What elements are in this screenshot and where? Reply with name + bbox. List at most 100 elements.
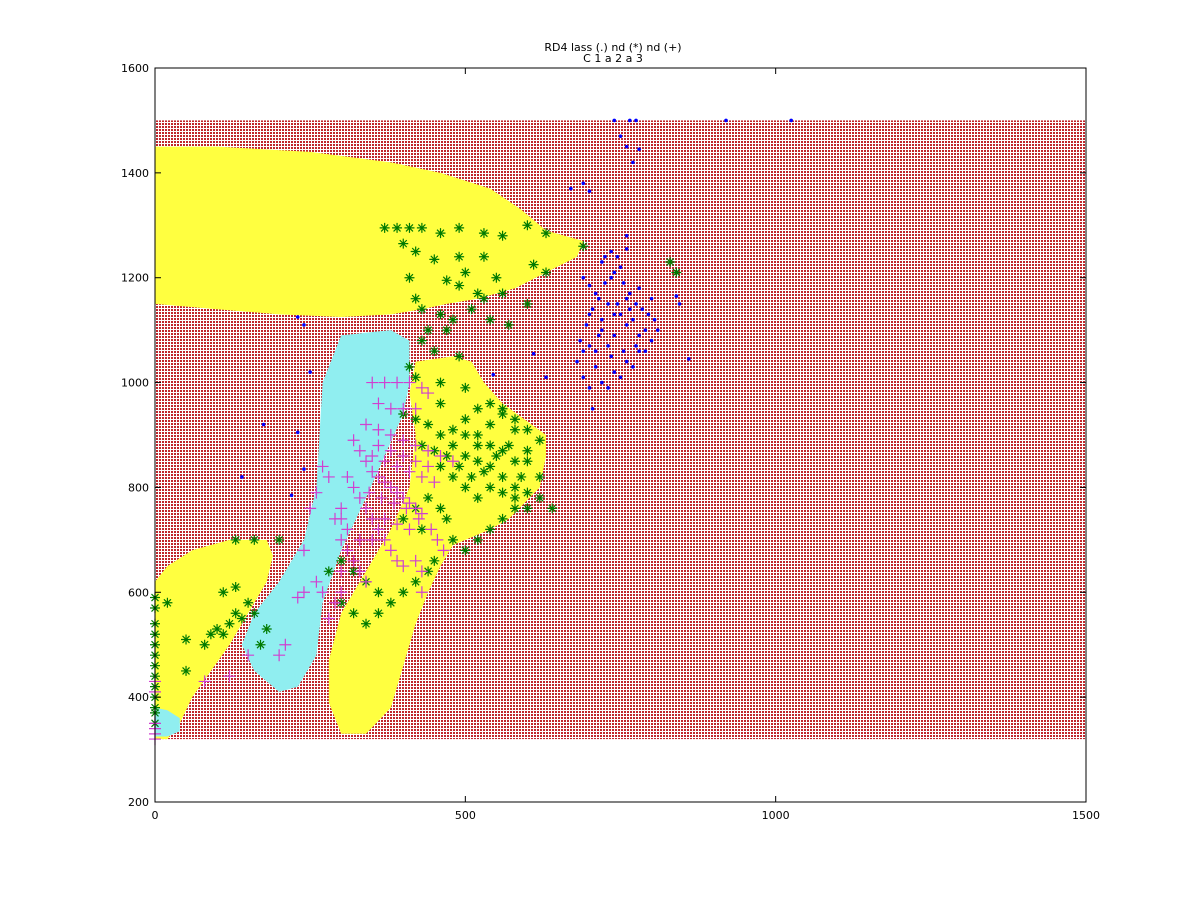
point-s0-73 <box>593 365 598 369</box>
point-s1-16 <box>491 272 502 283</box>
point-s1-138 <box>199 639 210 650</box>
point-s2-2 <box>391 376 404 389</box>
point-s1-1 <box>392 222 403 233</box>
point-s2-48 <box>335 586 348 599</box>
point-s2-95 <box>304 502 317 515</box>
point-s2-9 <box>409 402 422 415</box>
point-s2-84 <box>437 544 450 557</box>
point-s0-70 <box>631 365 635 369</box>
point-s0-80 <box>609 354 613 359</box>
point-s1-22 <box>404 272 415 283</box>
point-s2-43 <box>341 544 354 557</box>
point-s0-21 <box>295 430 300 435</box>
point-s0-67 <box>624 323 629 327</box>
point-s0-24 <box>261 422 266 427</box>
point-s0-13 <box>674 294 679 298</box>
point-s0-74 <box>587 344 592 348</box>
point-s0-25 <box>240 475 244 479</box>
point-s0-12 <box>677 302 682 306</box>
point-s0-37 <box>643 328 648 332</box>
point-s0-6 <box>624 144 629 149</box>
point-s1-135 <box>162 597 173 608</box>
point-s0-82 <box>581 349 586 353</box>
point-s0-33 <box>593 291 598 296</box>
chart-title-line1: RD4 lass (.) nd (*) nd (+) <box>544 41 681 54</box>
point-s2-31 <box>347 481 360 494</box>
point-s0-65 <box>600 317 604 322</box>
point-s2-32 <box>353 491 366 504</box>
point-s1-10 <box>398 238 409 249</box>
point-s1-48 <box>423 419 434 430</box>
point-s2-4 <box>415 381 428 394</box>
point-s0-58 <box>655 328 660 332</box>
point-s1-13 <box>454 251 465 262</box>
point-s2-25 <box>391 486 404 499</box>
point-s2-98 <box>415 565 428 578</box>
point-s0-19 <box>302 323 306 327</box>
point-s1-14 <box>460 267 471 278</box>
point-s2-54 <box>291 591 304 604</box>
point-s0-40 <box>624 359 629 364</box>
point-s0-20 <box>308 370 312 374</box>
point-s1-35 <box>503 319 514 330</box>
point-s2-3 <box>403 376 416 389</box>
point-s2-38 <box>391 554 404 567</box>
point-s1-36 <box>423 325 434 336</box>
point-s1-8 <box>522 220 533 231</box>
region-4 <box>155 707 180 737</box>
point-s0-0 <box>612 118 617 123</box>
point-s1-92 <box>509 456 520 467</box>
point-s2-68 <box>391 460 404 473</box>
point-s2-73 <box>384 444 397 457</box>
axes-layer: 0 500 1000 1500 200 400 600 800 1000 1200 1400 1600 <box>121 62 1100 822</box>
point-s0-78 <box>634 344 638 348</box>
point-s0-83 <box>587 312 592 317</box>
point-s0-28 <box>587 283 592 288</box>
point-s1-40 <box>454 351 465 362</box>
point-s0-64 <box>593 349 598 353</box>
point-s2-19 <box>353 444 366 457</box>
point-s2-69 <box>403 465 416 478</box>
point-s1-150 <box>218 587 229 598</box>
point-s0-27 <box>581 275 586 280</box>
point-s2-17 <box>446 455 459 468</box>
point-s1-98 <box>460 414 471 425</box>
point-s1-34 <box>485 314 496 325</box>
point-s1-151 <box>230 534 241 545</box>
point-s0-87 <box>603 254 607 259</box>
point-s1-93 <box>497 445 508 456</box>
point-s0-44 <box>581 375 586 380</box>
point-s1-109 <box>466 471 477 482</box>
point-s2-50 <box>322 612 335 625</box>
point-s2-5 <box>422 387 435 400</box>
point-s2-58 <box>223 670 236 683</box>
point-s2-82 <box>425 523 438 536</box>
point-s2-55 <box>279 638 292 651</box>
y-tick-label-0: 200 <box>128 796 149 809</box>
point-s2-21 <box>366 465 379 478</box>
point-s1-100 <box>485 398 496 409</box>
point-s1-94 <box>485 440 496 451</box>
point-s2-94 <box>310 486 323 499</box>
point-s1-144 <box>236 613 247 624</box>
point-s1-4 <box>435 228 446 239</box>
point-s1-108 <box>478 466 489 477</box>
x-tick-label-2: 1000 <box>762 809 790 822</box>
region-3 <box>241 330 410 692</box>
point-s1-47 <box>410 414 421 425</box>
point-s1-107 <box>491 450 502 461</box>
point-s2-0 <box>366 376 379 389</box>
point-s1-82 <box>348 566 359 577</box>
point-s2-34 <box>366 512 379 525</box>
point-s1-18 <box>541 267 552 278</box>
point-s0-38 <box>649 338 654 343</box>
point-s1-80 <box>323 566 334 577</box>
point-s1-12 <box>429 254 440 265</box>
y-tick-label-2: 600 <box>128 586 149 599</box>
point-s1-58 <box>547 503 558 514</box>
point-s1-73 <box>410 576 421 587</box>
point-s2-23 <box>378 476 391 489</box>
point-s2-74 <box>397 449 410 462</box>
point-s0-10 <box>587 189 592 194</box>
point-s0-9 <box>581 181 586 186</box>
